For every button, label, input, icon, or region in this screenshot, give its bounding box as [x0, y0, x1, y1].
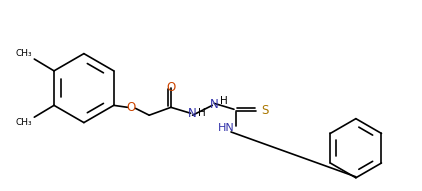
- Text: CH₃: CH₃: [16, 49, 32, 58]
- Text: CH₃: CH₃: [16, 118, 32, 127]
- Text: H: H: [220, 96, 228, 105]
- Text: O: O: [166, 81, 176, 94]
- Text: N: N: [210, 98, 219, 112]
- Text: N: N: [188, 107, 197, 120]
- Text: H: H: [198, 108, 206, 118]
- Text: O: O: [127, 101, 136, 114]
- Text: HN: HN: [218, 123, 235, 133]
- Text: S: S: [262, 104, 269, 117]
